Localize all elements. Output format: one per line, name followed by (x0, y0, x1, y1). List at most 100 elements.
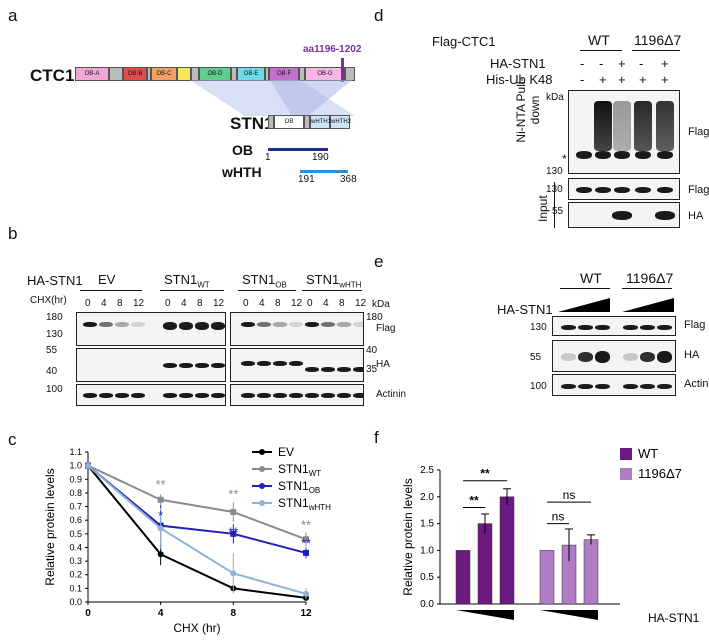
f-legend-label: 1196Δ7 (638, 466, 682, 481)
b-band (131, 393, 145, 398)
b-band (195, 393, 209, 398)
e-band (657, 383, 672, 389)
b-band (257, 322, 271, 327)
d-smear (594, 101, 612, 151)
d-band (657, 151, 673, 159)
b-band (83, 393, 97, 398)
b-timepoint: 4 (181, 298, 187, 309)
c-y-tick-label: 0.5 (69, 529, 82, 539)
b-group-3: STN1OB (242, 272, 287, 290)
d-ha-sign: - (639, 56, 644, 71)
b-blot-label: Flag (376, 323, 396, 334)
f-bar (455, 550, 471, 605)
b-band (241, 361, 255, 366)
d-band (614, 151, 630, 159)
panel-label-c: c (8, 430, 17, 449)
c-x-tick-label: 4 (158, 608, 164, 619)
b-band (273, 393, 287, 398)
e-row-label: HA-STN1 (497, 302, 553, 317)
ctc1-domain-4: OB-D (199, 67, 231, 81)
c-point (230, 509, 237, 515)
b-band (321, 367, 335, 372)
ctc1-linker (177, 67, 191, 81)
c-point (157, 496, 164, 503)
c-series-line (87, 465, 307, 599)
ctc1-linker (231, 67, 237, 81)
b-band (211, 322, 225, 330)
e-band (657, 324, 672, 330)
c-legend-sub: OB (309, 486, 321, 495)
stn1-linker (304, 115, 310, 129)
b-left-marker: 180 (46, 312, 63, 323)
d-blot-input-ha (568, 202, 680, 228)
f-legend-label: WT (638, 446, 658, 461)
d-asterisk: * (562, 152, 567, 166)
b-right-marker: 35 (366, 364, 378, 375)
d-group-underline (580, 50, 622, 51)
ob-range-bar (268, 148, 328, 151)
c-significance: ** (301, 518, 311, 533)
d-ha-sign: + (661, 56, 669, 71)
e-group-underline (622, 288, 672, 289)
ctc1-domain-1: OB-A (75, 67, 109, 81)
c-point (157, 525, 164, 532)
panel-label-d: d (374, 6, 384, 25)
f-wedge (540, 610, 598, 620)
f-y-tick-label: 2.5 (420, 465, 434, 476)
d-group-mut: 1196Δ7 (634, 32, 682, 48)
b-band (257, 393, 271, 398)
b-band (99, 322, 113, 327)
b-blot-ha (76, 348, 226, 382)
c-y-tick-label: 0.4 (69, 542, 82, 552)
b-timepoint: 0 (243, 298, 249, 309)
d-blot-pulldown (568, 90, 680, 174)
ctc1-domain-3: OB-C (151, 67, 177, 81)
b-blot-label: HA (376, 359, 390, 370)
b-timepoint: 8 (117, 298, 123, 309)
b-group-underline (302, 290, 362, 291)
ctc1-label: CTC1 (30, 66, 75, 85)
b-band (273, 322, 287, 327)
b-band (337, 322, 351, 327)
d-band (576, 187, 592, 193)
f-y-tick-label: 2.0 (420, 492, 434, 503)
d-blot-input-flag (568, 178, 680, 200)
stn1-domain-3: wHTH2 (330, 115, 351, 129)
ctc1-domain-6: OB-F (269, 67, 299, 81)
b-band (289, 322, 303, 327)
c-point (230, 570, 237, 577)
b-kda: kDa (372, 299, 390, 310)
e-blot-ha (552, 340, 676, 372)
e-group-mut: 1196Δ7 (626, 270, 674, 286)
d-ha-sign: + (618, 56, 626, 71)
b-group-4: STN1wHTH (306, 272, 361, 290)
b-timepoint: 4 (323, 298, 329, 309)
ctc1-domain-2: OB-B (123, 67, 147, 81)
b-group-2-base: STN1 (164, 272, 198, 287)
b-group-3-base: STN1 (242, 272, 276, 287)
b-group-1: EV (98, 272, 115, 287)
b-blot-actinin (230, 384, 364, 406)
b-group-2-sub: WT (197, 280, 210, 290)
f-wedge (456, 610, 514, 620)
b-timepoint: 12 (291, 298, 303, 309)
f-y-label: Relative protein levels (401, 478, 415, 595)
e-band (623, 383, 638, 389)
c-x-tick-label: 8 (231, 608, 237, 619)
b-blot-label: Actinin (376, 389, 407, 400)
c-significance: ** (228, 525, 238, 540)
e-blot-flag (552, 316, 676, 336)
b-group-1-base: EV (98, 272, 116, 287)
b-row-label: HA-STN1 (27, 273, 83, 288)
c-y-tick-label: 0.0 (69, 597, 82, 607)
c-x-tick-label: 0 (85, 608, 91, 619)
b-band (289, 393, 303, 398)
e-band (561, 353, 576, 361)
c-y-tick-label: 1.0 (69, 461, 82, 471)
d-band (655, 211, 675, 220)
ctc1-linker (109, 67, 123, 81)
panel-label-a: a (8, 6, 18, 25)
d-ub-sign: + (618, 72, 626, 87)
d-group-wt: WT (588, 32, 610, 48)
c-series-line (87, 464, 307, 541)
